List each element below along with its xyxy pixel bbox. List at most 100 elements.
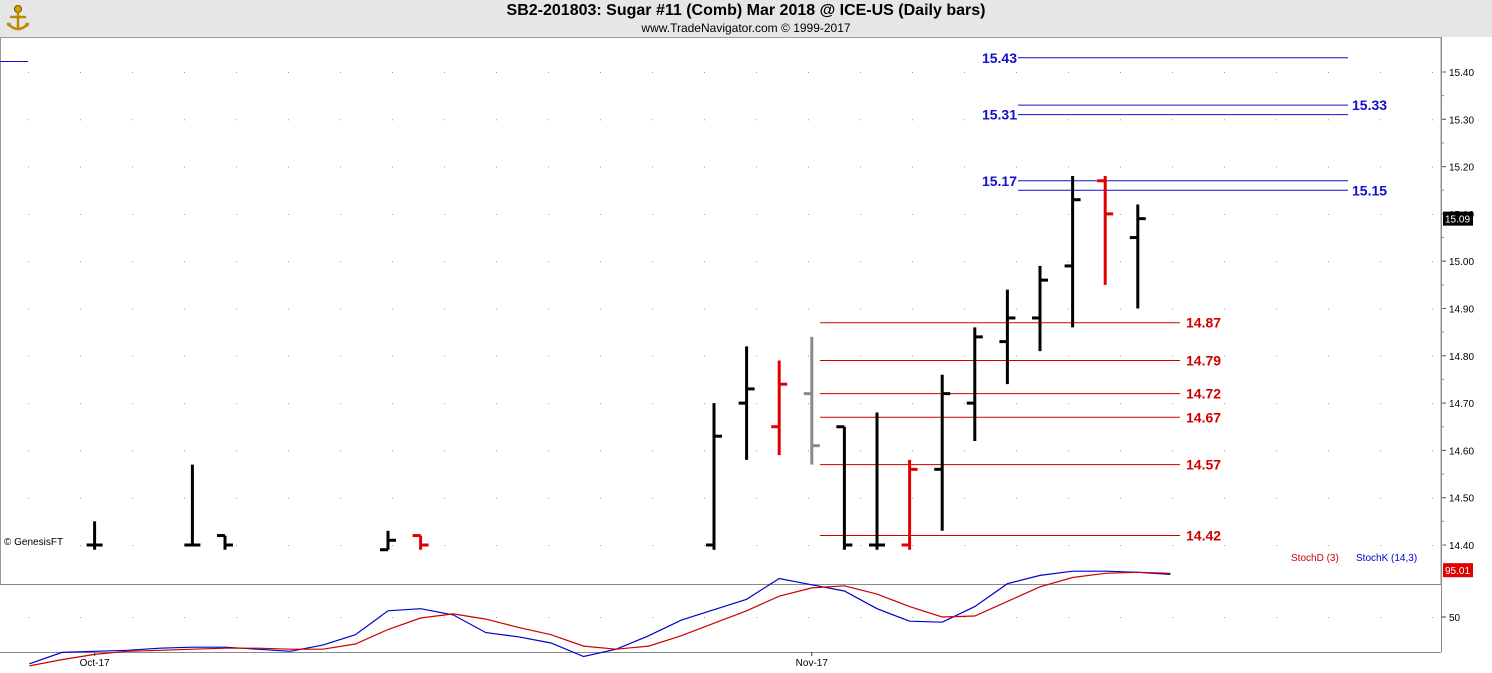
- grid-dot: [912, 617, 913, 618]
- grid-dot: [1120, 355, 1121, 357]
- grid-dot: [860, 308, 861, 310]
- grid-dot: [756, 450, 757, 452]
- grid-dot: [184, 355, 185, 357]
- grid-dot: [1224, 617, 1225, 618]
- grid-dot: [132, 166, 133, 168]
- price-axis-label: 14.80: [1449, 352, 1474, 363]
- grid-dot: [652, 355, 653, 357]
- grid-dot: [964, 119, 965, 121]
- grid-dot: [964, 355, 965, 357]
- grid-dot: [1328, 545, 1329, 546]
- grid-dot: [496, 355, 497, 357]
- grid-dot: [1172, 617, 1173, 618]
- grid-dot: [1172, 119, 1173, 121]
- price-axis-label: 14.50: [1449, 494, 1474, 505]
- grid-dot: [1224, 355, 1225, 357]
- resistance-label: 15.43: [982, 50, 1017, 66]
- grid-dot: [80, 166, 81, 168]
- grid-dot: [1432, 72, 1433, 73]
- price-axis-label: 15.40: [1449, 68, 1474, 79]
- grid-dot: [704, 166, 705, 168]
- grid-dot: [236, 261, 237, 263]
- grid-dot: [1380, 617, 1381, 618]
- ohlc-bar: [706, 403, 722, 550]
- grid-dot: [652, 308, 653, 310]
- price-axis-label: 15.20: [1449, 163, 1474, 174]
- grid-dot: [1432, 355, 1433, 357]
- support-label: 14.42: [1186, 528, 1221, 544]
- grid-dot: [340, 497, 341, 499]
- grid-dot: [28, 308, 29, 310]
- grid-dot: [964, 308, 965, 310]
- ohlc-bar: [380, 530, 396, 552]
- grid-dot: [132, 497, 133, 499]
- grid-dot: [444, 213, 445, 215]
- grid-dot: [1224, 119, 1225, 121]
- grid-dot: [808, 166, 809, 168]
- grid-dot: [912, 166, 913, 168]
- ohlc-bar: [836, 425, 853, 550]
- grid-dot: [184, 166, 185, 168]
- grid-dot: [912, 403, 913, 405]
- grid-dot: [600, 617, 601, 618]
- grid-dot: [28, 450, 29, 452]
- stoch-legend-d: StochD (3): [1291, 553, 1339, 564]
- grid-dot: [652, 403, 653, 405]
- grid-dot: [444, 355, 445, 357]
- grid-dot: [1432, 166, 1433, 168]
- grid-dot: [1120, 261, 1121, 263]
- grid-dot: [860, 617, 861, 618]
- grid-dot: [1120, 617, 1121, 618]
- grid-dot: [444, 403, 445, 405]
- grid-dot: [1224, 213, 1225, 215]
- grid-dot: [1068, 497, 1069, 499]
- grid-dot: [600, 119, 601, 121]
- grid-dot: [28, 403, 29, 405]
- grid-dot: [1328, 617, 1329, 618]
- grid-dot: [340, 450, 341, 452]
- grid-dot: [444, 450, 445, 452]
- ohlc-bar: [934, 374, 951, 531]
- price-axis-label: 15.00: [1449, 257, 1474, 268]
- grid-dot: [1380, 213, 1381, 215]
- grid-dot: [704, 545, 705, 546]
- grid-dot: [808, 450, 809, 452]
- grid-dot: [1016, 119, 1017, 121]
- grid-dot: [1328, 119, 1329, 121]
- title-bar: [0, 0, 1492, 37]
- grid-dot: [1016, 213, 1017, 215]
- stoch-series-line: [29, 571, 1171, 667]
- grid-dot: [1120, 119, 1121, 121]
- grid-dot: [1328, 213, 1329, 215]
- grid-dot: [236, 497, 237, 499]
- grid-dot: [1276, 545, 1277, 546]
- grid-dot: [288, 355, 289, 357]
- grid-dot: [860, 545, 861, 546]
- grid-dot: [652, 261, 653, 263]
- grid-dot: [1016, 72, 1017, 73]
- grid-dot: [600, 403, 601, 405]
- grid-dot: [548, 213, 549, 215]
- grid-dot: [28, 355, 29, 357]
- grid-dot: [1016, 545, 1017, 546]
- grid-dot: [652, 617, 653, 618]
- grid-dot: [860, 261, 861, 263]
- grid-dot: [184, 119, 185, 121]
- grid-dot: [1120, 545, 1121, 546]
- grid-dot: [288, 545, 289, 546]
- ohlc-bar: [1064, 176, 1081, 328]
- grid-dot: [964, 450, 965, 452]
- grid-dot: [1432, 308, 1433, 310]
- grid-dot: [392, 497, 393, 499]
- grid-dot: [1380, 403, 1381, 405]
- grid-dot: [1328, 403, 1329, 405]
- grid-dot: [1328, 497, 1329, 499]
- grid-dot: [80, 213, 81, 215]
- grid-dot: [444, 308, 445, 310]
- grid-dot: [80, 261, 81, 263]
- grid-dot: [860, 355, 861, 357]
- grid-dot: [236, 617, 237, 618]
- grid-dot: [184, 403, 185, 405]
- grid-dot: [1432, 261, 1433, 263]
- grid-dot: [600, 545, 601, 546]
